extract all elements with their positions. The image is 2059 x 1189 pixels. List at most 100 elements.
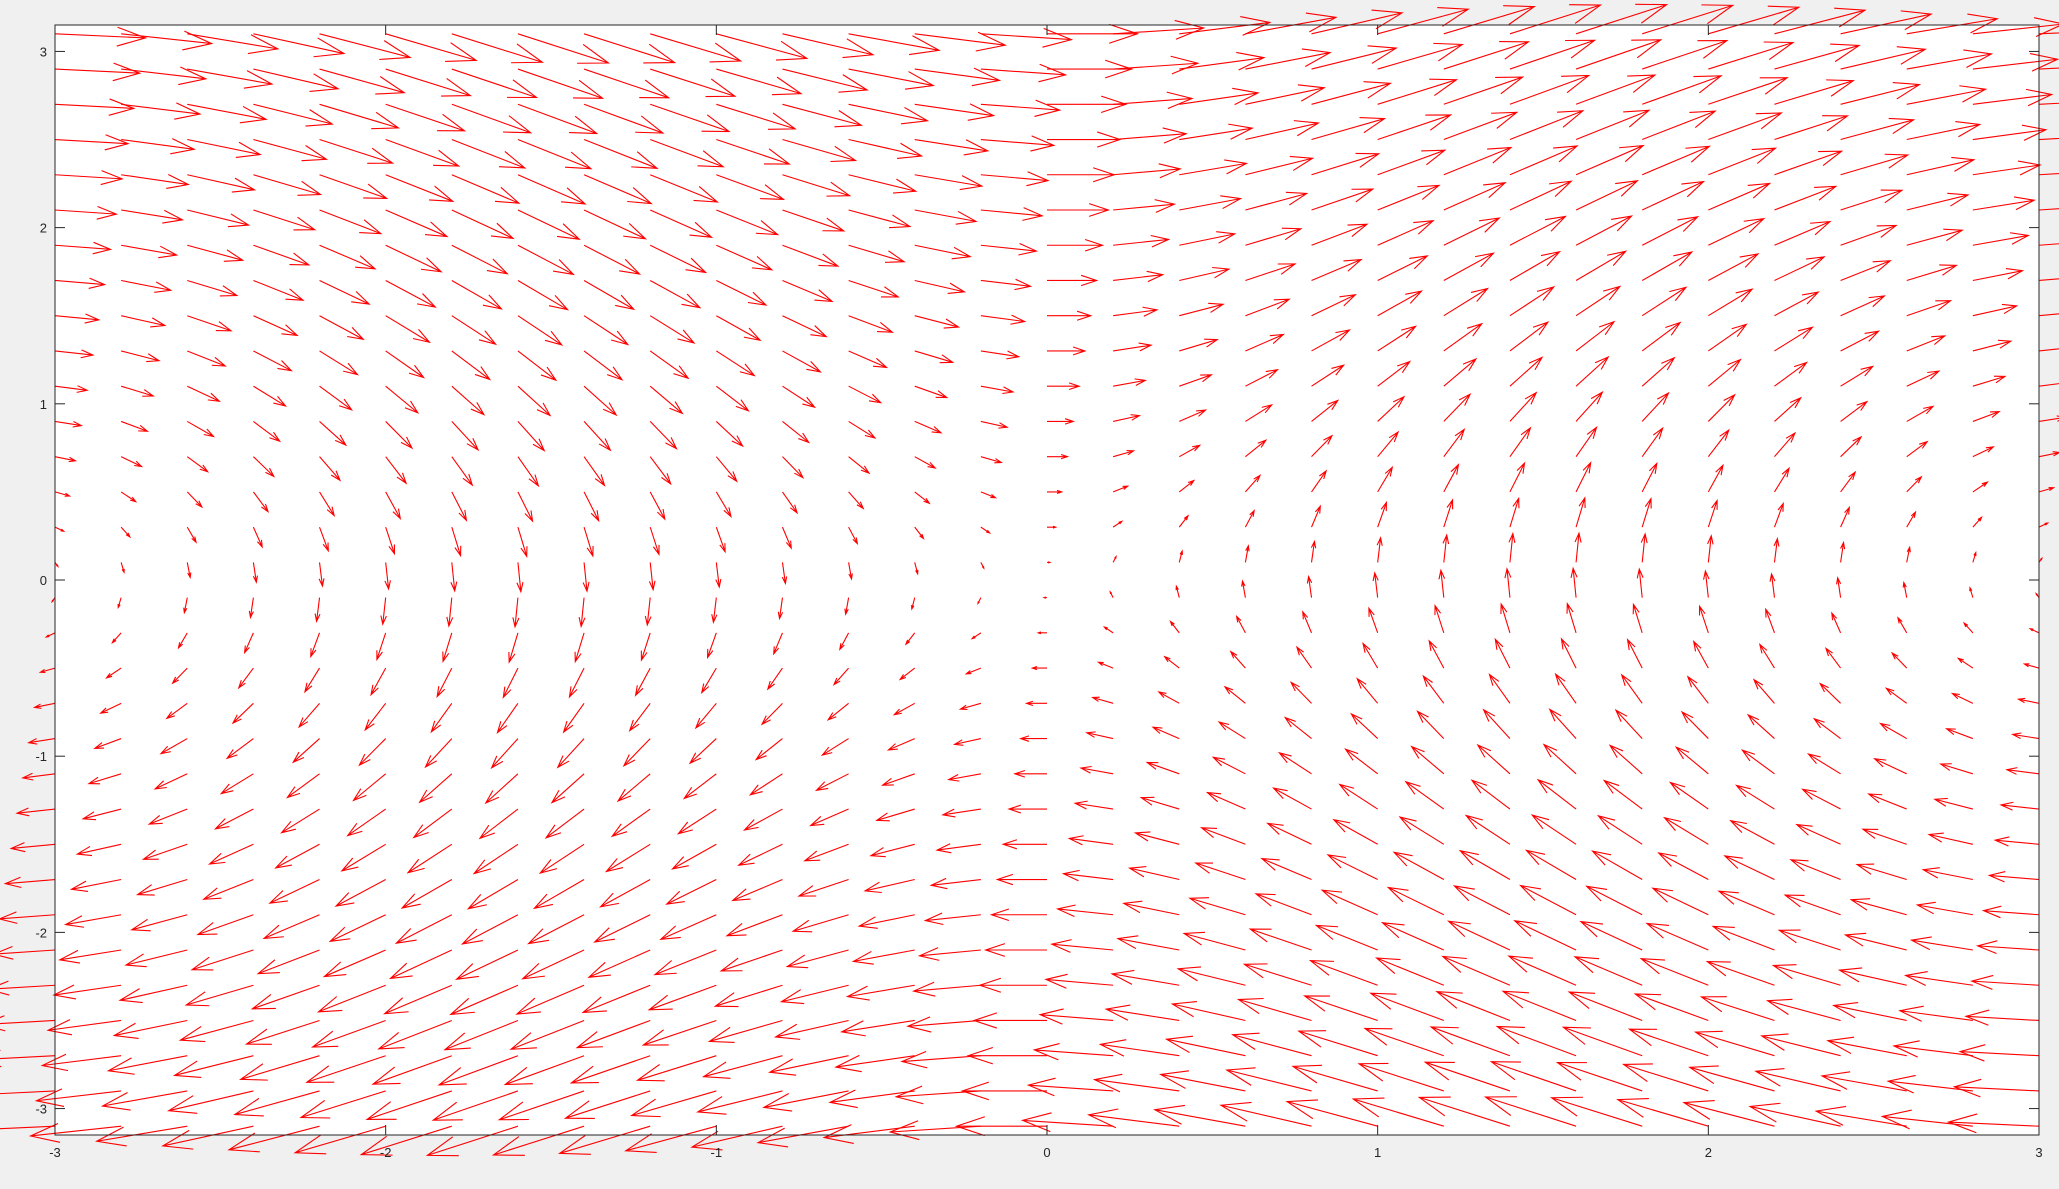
vector-arrow <box>1179 409 1208 422</box>
vector-arrow <box>15 807 56 817</box>
vector-arrow <box>1245 263 1297 282</box>
vector-arrow <box>159 738 188 755</box>
vector-arrow <box>406 843 453 874</box>
vector-arrow <box>900 1051 981 1069</box>
vector-arrow <box>100 1090 188 1111</box>
vector-arrow <box>121 315 167 328</box>
vector-arrow <box>629 1090 717 1118</box>
vector-arrow <box>914 67 1002 87</box>
vector-arrow <box>1306 574 1313 598</box>
vector-arrow <box>1708 217 1766 246</box>
vector-arrow <box>1840 505 1851 528</box>
vector-arrow <box>1641 251 1694 281</box>
vector-arrow <box>848 174 918 194</box>
vector-arrow <box>914 138 990 156</box>
vector-arrow <box>517 280 570 311</box>
vector-arrow <box>385 526 395 556</box>
vector-arrow <box>1179 159 1249 176</box>
vector-arrow <box>451 421 480 452</box>
vector-arrow <box>1950 692 1974 704</box>
axes-box <box>54 24 2040 1136</box>
vector-arrow <box>1179 195 1243 211</box>
vector-arrow <box>319 491 336 518</box>
vector-arrow <box>517 209 581 240</box>
vector-arrow <box>2038 451 2059 458</box>
vector-arrow <box>227 1125 320 1153</box>
vector-arrow <box>1211 756 1246 775</box>
vector-arrow <box>1311 504 1321 528</box>
vector-arrow <box>1377 114 1453 141</box>
vector-arrow <box>716 315 762 342</box>
vector-arrow <box>1686 675 1709 704</box>
y-tick-label: -2 <box>35 925 47 940</box>
vector-arrow <box>1314 924 1378 951</box>
vector-arrow <box>1641 426 1664 457</box>
vector-arrow <box>1651 887 1709 916</box>
vector-arrow <box>466 879 519 910</box>
vector-arrow <box>977 597 982 605</box>
vector-arrow <box>1972 481 1989 493</box>
vector-arrow <box>1509 285 1556 317</box>
vector-arrow <box>1626 638 1643 669</box>
vector-arrow <box>1555 1061 1643 1092</box>
vector-arrow <box>616 773 651 803</box>
vector-arrow <box>2038 278 2059 282</box>
vector-arrow <box>1509 426 1532 457</box>
vector-arrow <box>1443 322 1484 352</box>
vector-arrow <box>1007 804 1047 814</box>
vector-arrow <box>1641 286 1688 317</box>
vector-arrow <box>268 879 320 904</box>
vector-arrow <box>1438 568 1446 598</box>
vector-arrow <box>583 491 600 523</box>
vector-arrow <box>707 1019 783 1043</box>
vector-arrow <box>556 738 585 769</box>
vector-arrow <box>253 33 346 58</box>
vector-arrow <box>1509 39 1597 70</box>
vector-arrow <box>455 949 519 980</box>
vector-arrow <box>451 139 527 169</box>
vector-arrow <box>954 1116 1047 1137</box>
vector-arrow <box>253 350 293 372</box>
vector-arrow <box>1969 586 1974 598</box>
vector-arrow <box>1302 610 1313 634</box>
vector-arrow <box>1575 285 1622 317</box>
vector-arrow <box>1840 10 1933 35</box>
vector-arrow <box>2016 697 2040 704</box>
vector-arrow <box>604 843 651 873</box>
vector-arrow <box>121 209 185 224</box>
vector-arrow <box>120 491 138 503</box>
vector-arrow <box>1113 342 1153 352</box>
vector-arrow <box>1840 153 1910 176</box>
x-tick-label: 0 <box>1043 1145 1050 1160</box>
x-tick-label: 1 <box>1374 1145 1381 1160</box>
vector-arrow <box>318 562 325 588</box>
vector-arrow <box>1972 268 2025 282</box>
axes-background <box>55 25 2039 1135</box>
vector-arrow <box>650 103 731 133</box>
vector-arrow <box>285 773 320 799</box>
x-tick-label: -3 <box>49 1145 61 1160</box>
vector-arrow <box>583 385 618 417</box>
vector-arrow <box>1362 642 1379 669</box>
vector-arrow <box>1176 966 1246 986</box>
vector-arrow <box>1964 1009 2040 1026</box>
vector-arrow <box>262 914 320 940</box>
vector-arrow <box>120 526 132 539</box>
vector-arrow <box>624 1125 717 1154</box>
vector-arrow <box>610 808 651 838</box>
vector-arrow <box>649 385 684 415</box>
vector-arrow <box>1277 751 1312 775</box>
vector-arrow <box>1245 368 1280 387</box>
vector-arrow <box>1423 1061 1511 1092</box>
vector-arrow <box>690 1125 783 1151</box>
vector-arrow <box>516 562 524 594</box>
vector-arrow <box>451 174 521 204</box>
vector-arrow <box>1489 1061 1577 1092</box>
vector-arrow <box>760 702 783 726</box>
vector-arrow <box>888 1120 981 1141</box>
vector-arrow <box>121 174 191 190</box>
vector-arrow <box>1443 146 1513 176</box>
vector-arrow <box>1244 474 1262 493</box>
vector-arrow <box>1906 440 1929 458</box>
vector-arrow <box>1906 228 1964 246</box>
